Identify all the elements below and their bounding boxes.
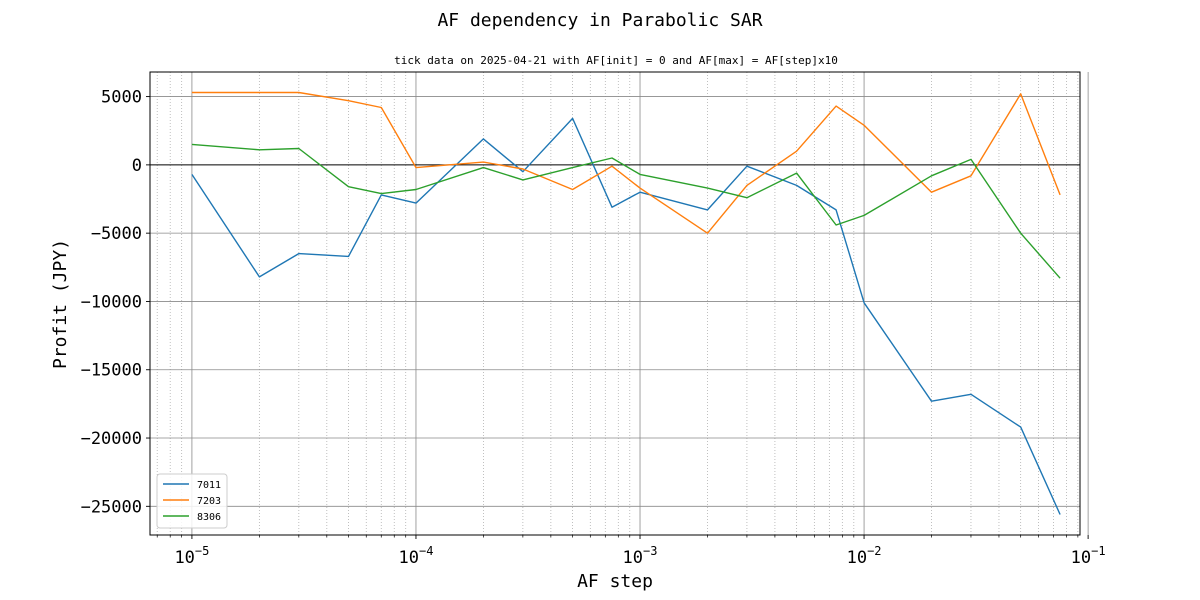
minor-gridlines [156, 72, 1079, 538]
series-line-7203 [191, 91, 1061, 234]
y-tick-label: 5000 [101, 88, 142, 108]
legend-label-7203: 7203 [197, 496, 221, 507]
x-tick-exponent: −2 [867, 544, 881, 558]
series-layer [191, 91, 1061, 515]
y-tick-label: −25000 [81, 497, 142, 517]
x-tick-base: 10 [623, 548, 643, 568]
x-tick-base: 10 [174, 548, 194, 568]
plot-frame [149, 71, 1081, 536]
x-tick-base: 10 [398, 548, 418, 568]
y-axis-ticks: 5000 0 −5000 −10000 −15000 −20000 −25000 [81, 88, 150, 517]
x-tick-label: 10−2 [847, 544, 882, 568]
legend: 7011 7203 8306 [156, 473, 228, 529]
x-tick-label: 10−5 [174, 544, 209, 568]
x-tick-label: 10−1 [1071, 544, 1106, 568]
x-tick-exponent: −3 [643, 544, 657, 558]
y-tick-label: −10000 [81, 292, 142, 312]
series-line-8306 [191, 143, 1061, 279]
x-tick-base: 10 [847, 548, 867, 568]
y-tick-label: −5000 [91, 224, 142, 244]
x-tick-label: 10−4 [398, 544, 433, 568]
x-tick-exponent: −4 [419, 544, 433, 558]
x-axis-ticks: 10−5 10−4 10−3 10−2 10−1 [174, 535, 1106, 568]
x-tick-exponent: −1 [1091, 544, 1105, 558]
legend-label-8306: 8306 [197, 512, 221, 523]
legend-label-7011: 7011 [197, 480, 221, 491]
x-tick-label: 10−3 [623, 544, 658, 568]
y-tick-label: −15000 [81, 361, 142, 381]
chart-title: AF dependency in Parabolic SAR [437, 10, 762, 31]
x-tick-exponent: −5 [195, 544, 209, 558]
major-gridlines [150, 72, 1089, 535]
legend-box [156, 473, 228, 529]
y-tick-label: 0 [132, 156, 142, 176]
chart-subtitle: tick data on 2025-04-21 with AF[init] = … [394, 54, 838, 67]
y-tick-label: −20000 [81, 429, 142, 449]
x-axis-label: AF step [577, 571, 653, 592]
series-line-7011 [191, 117, 1061, 515]
x-tick-base: 10 [1071, 548, 1091, 568]
y-axis-label: Profit (JPY) [50, 239, 71, 369]
